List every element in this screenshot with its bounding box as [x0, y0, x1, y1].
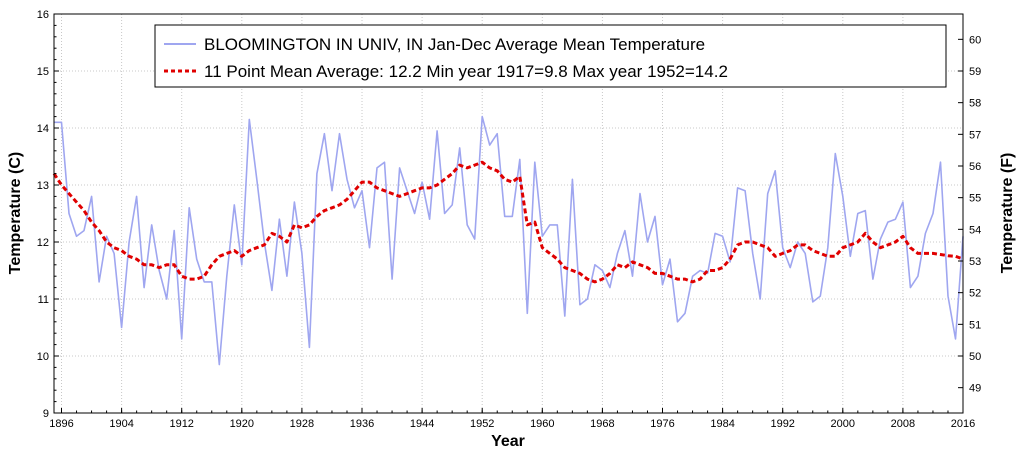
y-tick-label-left: 14 — [37, 123, 49, 135]
legend-label-mean: 11 Point Mean Average: 12.2 Min year 191… — [204, 62, 728, 81]
x-tick-label: 2000 — [831, 418, 855, 430]
x-tick-label: 1976 — [650, 418, 674, 430]
y-tick-label-right: 54 — [969, 224, 981, 236]
legend: BLOOMINGTON IN UNIV, IN Jan-Dec Average … — [154, 24, 947, 88]
y-tick-label-left: 12 — [37, 237, 49, 249]
legend-box — [154, 24, 947, 88]
y-tick-label-right: 58 — [969, 98, 981, 110]
x-tick-label: 1984 — [710, 418, 734, 430]
x-tick-label: 1944 — [410, 418, 434, 430]
x-tick-label: 1936 — [350, 418, 374, 430]
legend-label-temperature: BLOOMINGTON IN UNIV, IN Jan-Dec Average … — [204, 35, 705, 54]
x-tick-label: 2008 — [891, 418, 915, 430]
y-tick-label-right: 51 — [969, 319, 981, 331]
y-tick-label-right: 50 — [969, 351, 981, 363]
y-tick-label-left: 9 — [43, 408, 49, 420]
y-tick-label-right: 49 — [969, 383, 981, 395]
y-tick-label-left: 15 — [37, 66, 49, 78]
series-11-point-mean — [52, 160, 964, 284]
y-axis-title-right: Temperature (F) — [999, 153, 1016, 274]
y-tick-label-right: 57 — [969, 129, 981, 141]
y-tick-label-left: 13 — [37, 180, 49, 192]
y-axis-title-left: Temperature (C) — [7, 152, 24, 274]
series-annual-temperature — [54, 115, 964, 366]
x-tick-label: 2016 — [951, 418, 975, 430]
x-tick-label: 1968 — [590, 418, 614, 430]
y-tick-label-right: 53 — [969, 256, 981, 268]
y-tick-label-right: 52 — [969, 288, 981, 300]
y-tick-label-left: 10 — [37, 351, 49, 363]
x-tick-label: 1912 — [169, 418, 193, 430]
x-tick-label: 1904 — [109, 418, 133, 430]
y-tick-label-left: 16 — [37, 9, 49, 21]
x-tick-label: 1992 — [770, 418, 794, 430]
y-tick-label-right: 59 — [969, 66, 981, 78]
x-tick-label: 1896 — [49, 418, 73, 430]
plot-frame — [53, 13, 964, 414]
x-tick-label: 1960 — [530, 418, 554, 430]
axis-ticks: 1896 1904 1912 1920 1928 1936 1944 1952 1960 1968… — [37, 9, 982, 430]
y-tick-label-right: 55 — [969, 193, 981, 205]
x-tick-label: 1920 — [230, 418, 254, 430]
x-tick-label: 1928 — [290, 418, 314, 430]
x-tick-label: 1952 — [470, 418, 494, 430]
y-tick-label-left: 11 — [38, 294, 49, 306]
series-layer — [52, 115, 964, 366]
y-tick-label-right: 56 — [969, 161, 981, 173]
x-axis-title: Year — [491, 433, 525, 450]
y-tick-label-right: 60 — [969, 34, 981, 46]
